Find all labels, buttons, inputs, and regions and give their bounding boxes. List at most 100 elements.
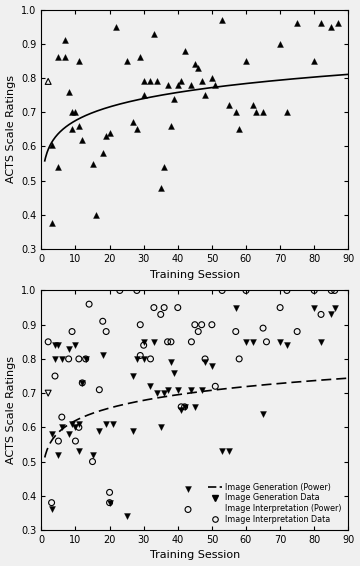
Point	[233, 303, 239, 312]
Point	[59, 413, 65, 422]
Point	[141, 77, 147, 86]
Point	[233, 108, 239, 117]
Point	[73, 108, 78, 117]
Point	[260, 409, 266, 418]
Point	[195, 327, 201, 336]
Point	[80, 135, 85, 144]
Point	[168, 358, 174, 367]
Point	[52, 354, 58, 363]
Point	[250, 337, 256, 346]
Point	[178, 406, 184, 415]
Point	[96, 385, 102, 395]
Point	[107, 498, 112, 507]
Point	[328, 22, 334, 31]
Point	[260, 108, 266, 117]
Point	[250, 101, 256, 110]
Point	[236, 354, 242, 363]
Point	[138, 320, 143, 329]
Point	[73, 423, 78, 432]
Point	[49, 140, 54, 149]
Point	[83, 354, 89, 363]
Point	[168, 121, 174, 130]
Point	[80, 378, 85, 387]
Point	[148, 381, 153, 391]
Point	[134, 125, 140, 134]
Point	[209, 361, 215, 370]
Point	[212, 80, 218, 89]
Point	[175, 303, 181, 312]
Point	[161, 303, 167, 312]
Point	[59, 354, 65, 363]
Point	[158, 423, 163, 432]
Point	[69, 327, 75, 336]
Point	[154, 389, 160, 398]
Point	[209, 74, 215, 83]
Point	[311, 303, 317, 312]
Point	[202, 354, 208, 363]
Point	[236, 125, 242, 134]
Point	[131, 118, 136, 127]
Point	[131, 426, 136, 435]
Point	[243, 337, 249, 346]
Point	[73, 341, 78, 350]
Point	[113, 22, 119, 31]
Point	[66, 344, 72, 353]
Point	[148, 77, 153, 86]
Point	[189, 385, 194, 395]
Point	[49, 430, 54, 439]
Point	[69, 108, 75, 117]
Point	[185, 484, 191, 494]
Point	[185, 505, 191, 514]
Point	[55, 436, 61, 445]
Point	[182, 402, 188, 411]
Point	[328, 310, 334, 319]
Point	[93, 211, 99, 220]
Point	[233, 327, 239, 336]
Point	[103, 132, 109, 141]
Point	[335, 19, 341, 28]
Point	[260, 324, 266, 333]
Point	[55, 53, 61, 62]
Point	[165, 337, 170, 346]
Point	[318, 337, 324, 346]
Point	[294, 327, 300, 336]
Point	[134, 354, 140, 363]
X-axis label: Training Session: Training Session	[150, 269, 240, 280]
Point	[76, 419, 82, 428]
Point	[107, 488, 112, 497]
Point	[284, 108, 290, 117]
Point	[151, 337, 157, 346]
Point	[76, 121, 82, 130]
Point	[199, 385, 204, 395]
Point	[311, 286, 317, 295]
Point	[52, 371, 58, 380]
Point	[83, 354, 89, 363]
Point	[134, 286, 140, 295]
Point	[100, 317, 105, 326]
Point	[175, 80, 181, 89]
Point	[311, 57, 317, 66]
Point	[165, 385, 170, 395]
Point	[243, 286, 249, 295]
Point	[161, 389, 167, 398]
Point	[168, 337, 174, 346]
Point	[161, 162, 167, 171]
Point	[243, 57, 249, 66]
Point	[175, 385, 181, 395]
Point	[62, 53, 68, 62]
Point	[138, 351, 143, 360]
Point	[141, 341, 147, 350]
Point	[192, 402, 198, 411]
Point	[318, 310, 324, 319]
Point	[202, 91, 208, 100]
Point	[189, 337, 194, 346]
Point	[253, 108, 259, 117]
Point	[264, 337, 269, 346]
Point	[219, 286, 225, 295]
Point	[182, 402, 188, 411]
Point	[103, 419, 109, 428]
Point	[151, 303, 157, 312]
Point	[141, 91, 147, 100]
Point	[199, 77, 204, 86]
Point	[192, 60, 198, 69]
